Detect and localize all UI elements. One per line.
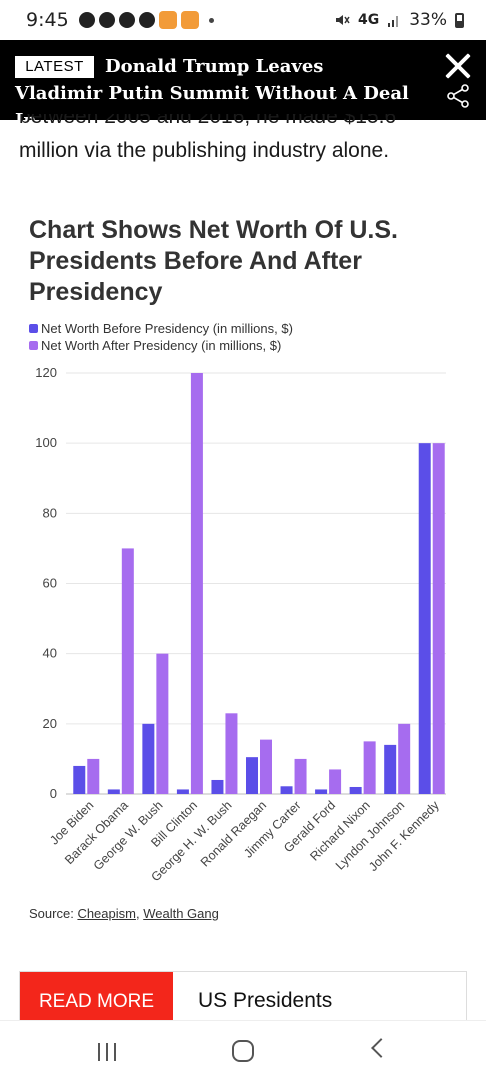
news-icon <box>118 12 135 28</box>
mute-icon <box>335 15 350 25</box>
legend-label-before: Net Worth Before Presidency (in millions… <box>41 321 293 336</box>
bar-before <box>384 744 397 794</box>
article-line: million via the publishing industry alon… <box>19 139 390 162</box>
y-tick-label: 60 <box>43 576 57 591</box>
temu-icon <box>180 11 199 29</box>
bar-after <box>294 758 307 794</box>
home-icon[interactable] <box>232 1040 254 1062</box>
chart-source: Source: Cheapism, Wealth Gang <box>29 906 219 921</box>
bar-before <box>73 765 86 794</box>
legend-label-after: Net Worth After Presidency (in millions,… <box>41 338 282 353</box>
source-link-cheapism[interactable]: Cheapism <box>77 906 136 921</box>
temu-icon <box>158 11 177 29</box>
bar-after <box>225 713 238 794</box>
bar-before <box>211 779 224 794</box>
messenger-icon <box>98 12 115 28</box>
source-label: Source: <box>29 906 74 921</box>
status-time: 9:45 <box>26 9 69 31</box>
latest-news-banner[interactable]: LATEST Donald Trump Leaves Vladimir Puti… <box>0 40 486 131</box>
bar-after <box>156 653 169 794</box>
bar-after <box>121 548 134 794</box>
article-body: between 2005 and 2016, he made $15.6 mil… <box>19 114 469 168</box>
bar-before <box>315 789 328 794</box>
bar-after <box>260 739 272 794</box>
latest-headline[interactable]: Donald Trump Leaves Vladimir Putin Summi… <box>15 56 409 131</box>
article-partial-line: between 2005 and 2016, he made $15.6 <box>19 114 397 128</box>
signal-icon <box>388 16 399 27</box>
bar-after <box>329 769 342 794</box>
legend-item-after: Net Worth After Presidency (in millions,… <box>29 337 293 354</box>
bar-after <box>87 758 100 794</box>
back-icon[interactable] <box>371 1038 391 1058</box>
bar-before <box>246 757 258 794</box>
read-more-topic[interactable]: US Presidents <box>198 989 333 1012</box>
chart-title: Chart Shows Net Worth Of U.S. Presidents… <box>29 216 398 306</box>
system-icons: 4G 33% <box>334 10 464 30</box>
status-bar: 9:45 4G 33% <box>0 0 486 40</box>
chat-icon <box>78 12 95 28</box>
chart-legend: Net Worth Before Presidency (in millions… <box>29 320 293 354</box>
bar-before <box>176 789 189 794</box>
bar-before <box>349 786 362 794</box>
y-tick-label: 100 <box>35 435 57 450</box>
y-tick-label: 20 <box>43 716 57 731</box>
messenger-icon <box>138 12 155 28</box>
bar-after <box>363 741 376 794</box>
y-tick-label: 0 <box>50 786 57 801</box>
source-link-wealth-gang[interactable]: Wealth Gang <box>143 906 219 921</box>
battery-icon <box>455 12 464 28</box>
more-dot-icon <box>208 17 214 23</box>
source-separator: , <box>135 906 140 921</box>
notification-icons <box>78 11 214 29</box>
bar-after <box>398 723 411 794</box>
bar-after <box>190 373 203 794</box>
network-type: 4G <box>357 12 380 28</box>
legend-swatch-before <box>29 324 38 333</box>
bar-before <box>107 789 120 794</box>
recent-apps-icon[interactable] <box>98 1043 118 1061</box>
bar-before <box>142 723 155 794</box>
legend-item-before: Net Worth Before Presidency (in millions… <box>29 320 293 337</box>
close-icon[interactable] <box>444 52 472 80</box>
latest-badge: LATEST <box>15 56 94 78</box>
bar-before <box>280 786 293 794</box>
y-tick-label: 120 <box>35 365 57 380</box>
legend-swatch-after <box>29 341 38 350</box>
y-tick-label: 80 <box>43 505 57 520</box>
share-icon[interactable] <box>446 84 470 108</box>
system-nav-bar <box>0 1020 486 1080</box>
y-tick-label: 40 <box>43 646 57 661</box>
bar-after <box>432 443 445 794</box>
battery-percent: 33% <box>409 10 447 30</box>
bar-before <box>418 443 431 794</box>
